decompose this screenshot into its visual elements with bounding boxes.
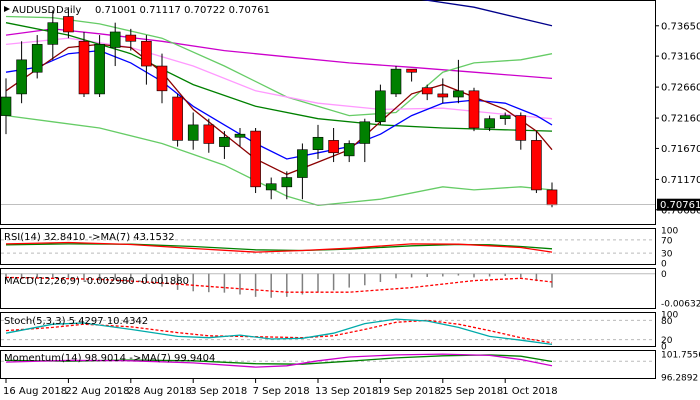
candle-body (375, 90, 386, 123)
rsi-line (5, 241, 553, 253)
momentum-tick-label: 96.2892 (661, 373, 698, 383)
overlay-line-0 (421, 0, 553, 27)
candle-body (421, 87, 433, 95)
candle-body (219, 136, 230, 147)
momentum-layer: 101.7556 96.2892 (1, 350, 700, 383)
date-tick-label: 22 Aug 2018 (65, 386, 129, 397)
candle-body (125, 34, 137, 42)
momentum-tick-label: 101.7556 (661, 350, 700, 360)
date-tick-label: 19 Sep 2018 (377, 386, 440, 397)
macd-panel-frame (0, 268, 656, 309)
stoch-k-line (5, 318, 553, 346)
price-tick-label: 0.70680 (661, 205, 700, 216)
candle-body (47, 22, 59, 45)
macd-label: MACD(12,26,9) -0.002980 -0.001880 (4, 276, 189, 287)
candle-body (515, 115, 527, 141)
candle-body (250, 130, 261, 188)
stoch-tick-label: 20 (661, 336, 673, 346)
rsi-tick-label: 70 (661, 236, 673, 246)
candle-body (484, 118, 495, 129)
date-tick-label: 3 Sep 2018 (190, 386, 247, 397)
candle-body (78, 40, 90, 95)
price-tick-label: 0.71170 (661, 175, 700, 186)
candle-body (406, 68, 417, 73)
macd-tick-label: 0 (661, 270, 667, 280)
macd-signal-line (5, 276, 553, 293)
current-price-tag: 0.70761 (657, 198, 700, 211)
rsi-tick-label: 30 (661, 250, 673, 260)
header-symbol: AUDUSD (12, 5, 56, 16)
price-tick-label: 0.71670 (661, 144, 700, 155)
date-tick-label: 7 Sep 2018 (253, 386, 310, 397)
candle-body (328, 140, 339, 154)
candle-body (390, 68, 402, 95)
header-ohlc: 0.71001 0.71117 0.70722 0.70761 (95, 5, 270, 16)
candle-body (343, 143, 355, 157)
chart-header: AUDUSD , Daily 0.71001 0.71117 0.70722 0… (4, 5, 270, 16)
date-tick-label: 1 Oct 2018 (502, 386, 557, 397)
candle-body (16, 59, 27, 95)
rsi-panel-frame (0, 228, 656, 265)
rsi-tick-label: 0 (661, 260, 667, 270)
stoch-tick-label: 0 (661, 343, 667, 353)
stoch-tick-label: 80 (661, 317, 673, 327)
header-separator: , (52, 5, 55, 16)
candle-body (31, 44, 43, 73)
candle-body (94, 44, 105, 95)
candle-body (281, 177, 293, 188)
candle-body (234, 133, 246, 138)
candle-body (172, 96, 183, 141)
macd-tick-label: -0.006325 (661, 299, 700, 309)
header-marker-icon (4, 6, 10, 12)
candle-body (156, 65, 168, 92)
candle-body (546, 189, 558, 206)
date-tick-label: 16 Aug 2018 (3, 386, 67, 397)
rsi-tick-label: 100 (661, 227, 678, 237)
candle-body (312, 136, 324, 150)
price-panel-frame (0, 0, 656, 225)
rsi-label: RSI(14) 32.8410 ->MA(7) 43.1532 (4, 232, 175, 243)
price-axis: 0.70680 0.71170 0.71670 0.72160 0.72660 0.731… (1, 21, 700, 216)
price-tick-label: 0.72660 (661, 83, 700, 94)
date-tick-label: 25 Sep 2018 (440, 386, 503, 397)
date-tick-label: 13 Sep 2018 (315, 386, 378, 397)
momentum-line (5, 353, 553, 368)
overlay-line-1 (5, 28, 553, 80)
candle-body (109, 31, 121, 48)
price-tick-label: 0.73160 (661, 52, 700, 63)
header-timeframe: Daily (56, 5, 81, 16)
candle-body (203, 124, 215, 144)
macd-layer: 0 -0.006325 (1, 270, 700, 309)
candle-body (187, 124, 199, 141)
candle-body (468, 90, 480, 129)
date-tick-label: 28 Aug 2018 (128, 386, 192, 397)
price-candles (0, 7, 558, 208)
overlay-line-2 (5, 15, 553, 117)
current-price-label: 0.70761 (660, 200, 700, 211)
momentum-label: Momentum(14) 98.9014 ->MA(7) 99.9404 (4, 353, 215, 364)
candle-body (437, 93, 449, 98)
stoch-tick-label: 100 (661, 311, 678, 321)
candle-body (499, 115, 511, 119)
overlay-line-3 (5, 114, 553, 207)
candle-body (0, 96, 12, 116)
candle-body (63, 16, 74, 33)
candle-body (359, 121, 371, 144)
stoch-panel-frame (0, 312, 656, 347)
candle-body (265, 183, 277, 191)
price-tick-label: 0.72160 (661, 114, 700, 125)
candle-body (453, 90, 464, 98)
candle-body (531, 140, 542, 191)
price-tick-label: 0.73650 (661, 21, 700, 32)
candle-body (297, 149, 308, 178)
stoch-label: Stoch(5,3,3) 5.4297 10.4342 (4, 316, 148, 327)
candle-body (141, 40, 152, 67)
